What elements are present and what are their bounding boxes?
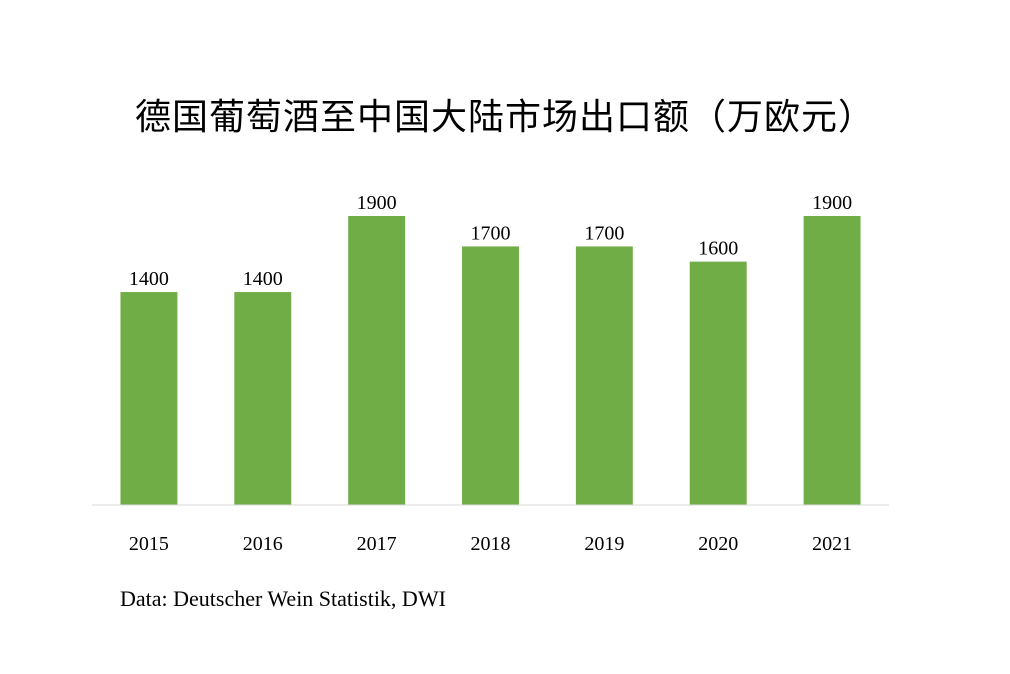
data-label-2019: 1700 [584, 222, 624, 244]
x-tick-label-2020: 2020 [698, 533, 738, 555]
source-note: Data: Deutscher Wein Statistik, DWI [120, 586, 446, 611]
bar-2019 [575, 246, 633, 505]
x-tick-label-2016: 2016 [243, 533, 283, 555]
x-tick-label-2017: 2017 [357, 533, 397, 555]
chart-title: 德国葡萄酒至中国大陆市场出口额（万欧元） [134, 97, 875, 138]
data-label-2018: 1700 [471, 222, 511, 244]
labels-layer: 1400 2015 1400 2016 1900 2017 1700 2018 1700 2019… [129, 192, 852, 555]
x-tick-label-2015: 2015 [129, 533, 169, 555]
bar-2015 [120, 292, 178, 505]
bar-2016 [234, 292, 292, 505]
data-label-2020: 1600 [698, 238, 738, 260]
data-label-2016: 1400 [243, 268, 283, 290]
x-tick-label-2019: 2019 [584, 533, 624, 555]
bar-2017 [348, 216, 406, 505]
data-label-2015: 1400 [129, 268, 169, 290]
data-label-2017: 1900 [357, 192, 397, 214]
bars-layer [120, 216, 861, 505]
bar-2021 [803, 216, 861, 505]
x-tick-label-2021: 2021 [812, 533, 852, 555]
bar-2018 [462, 246, 519, 505]
data-label-2021: 1900 [812, 192, 852, 214]
bar-2020 [689, 261, 747, 505]
x-tick-label-2018: 2018 [471, 533, 511, 555]
